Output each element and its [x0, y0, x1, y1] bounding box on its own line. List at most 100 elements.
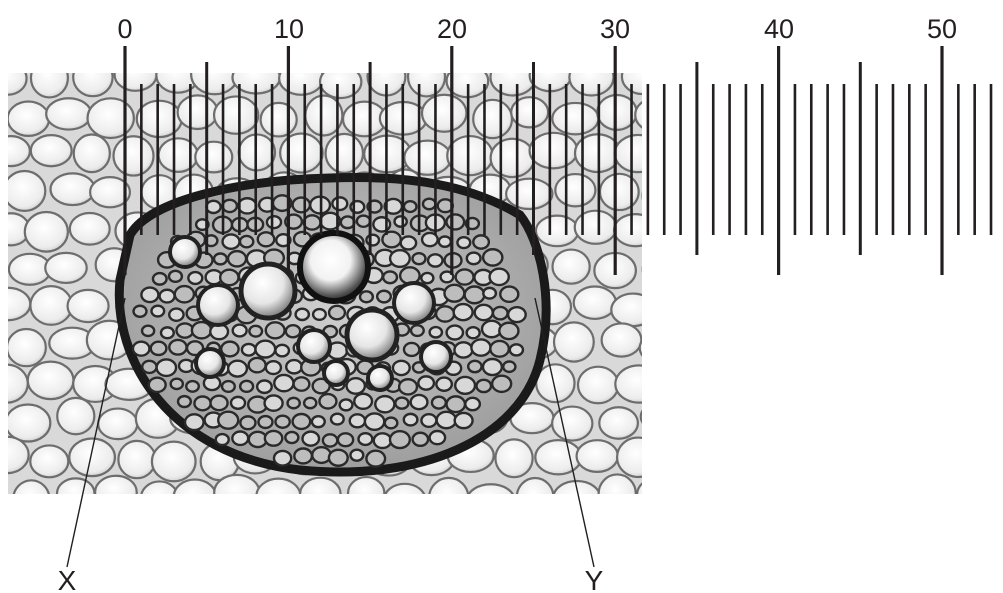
- bundle-cell: [481, 357, 504, 377]
- vascular-bundle-cells: [131, 194, 527, 468]
- bundle-cell: [321, 433, 339, 448]
- bundle-cell: [464, 396, 482, 412]
- parenchyma-cell: [615, 436, 642, 479]
- bundle-cell: [472, 234, 491, 250]
- bundle-cell: [257, 414, 274, 430]
- bundle-cell: [231, 430, 250, 447]
- parenchyma-cell: [157, 137, 199, 174]
- label-y-pointer-line: [534, 297, 595, 568]
- bundle-cell: [150, 304, 166, 318]
- parenchyma-cell: [279, 132, 324, 174]
- bundle-cell: [331, 196, 349, 212]
- parenchyma-cell: [45, 97, 93, 131]
- bundle-cell: [381, 270, 399, 285]
- parenchyma-cell: [117, 439, 157, 480]
- bundle-cell: [473, 303, 494, 322]
- parenchyma-cell: [535, 363, 576, 404]
- bundle-cell: [255, 379, 273, 395]
- bundle-cell: [217, 410, 240, 430]
- parenchyma-cell: [68, 211, 111, 246]
- bundle-cell: [445, 395, 467, 414]
- bundle-cell: [454, 268, 475, 286]
- bundle-cell: [264, 321, 286, 340]
- bundle-cell: [355, 214, 372, 228]
- parenchyma-cell: [420, 93, 468, 133]
- parenchyma-cell: [8, 327, 47, 368]
- parenchyma-cell: [576, 365, 620, 405]
- bundle-cell: [292, 376, 311, 392]
- bundle-cell: [375, 289, 393, 304]
- bundle-cell: [311, 307, 327, 322]
- parenchyma-cell: [56, 396, 96, 436]
- bundle-cell: [185, 379, 200, 393]
- bundle-cell: [439, 270, 455, 284]
- bundle-cell: [176, 394, 193, 409]
- parenchyma-cell: [255, 477, 302, 494]
- parenchyma-cell: [8, 435, 30, 475]
- parenchyma-cell: [112, 135, 155, 177]
- bundle-cell: [318, 392, 338, 410]
- bundle-cell: [238, 234, 255, 249]
- bundle-cell: [358, 290, 375, 304]
- parenchyma-cell: [568, 73, 615, 97]
- bundle-cell: [420, 412, 438, 429]
- bundle-cell: [229, 395, 247, 410]
- parenchyma-cell: [573, 209, 618, 245]
- parenchyma-cell: [505, 177, 554, 211]
- bundle-cell: [132, 304, 148, 318]
- bundle-cell: [357, 431, 374, 447]
- parenchyma-cell: [72, 133, 111, 174]
- parenchyma-cell: [68, 437, 117, 478]
- label-y: Y: [585, 565, 604, 593]
- bundle-cell: [353, 392, 374, 411]
- parenchyma-cell: [554, 172, 597, 208]
- bundle-cell: [383, 416, 399, 430]
- scale-number: 40: [764, 14, 794, 44]
- parenchyma-cell: [575, 439, 619, 473]
- parenchyma-cell: [635, 482, 642, 494]
- parenchyma-cell: [29, 285, 74, 326]
- bundle-cell: [155, 358, 178, 378]
- parenchyma-cell: [29, 73, 69, 99]
- bundle-cell: [463, 285, 486, 305]
- bundle-cell: [363, 412, 386, 432]
- bundle-cell: [302, 214, 322, 231]
- bundle-cell: [272, 449, 293, 467]
- bundle-cell: [345, 376, 367, 395]
- parenchyma-cell: [190, 73, 240, 96]
- bundle-cell: [397, 378, 419, 396]
- bundle-cell: [311, 377, 331, 395]
- parenchyma-cell: [551, 248, 591, 285]
- bundle-cell: [265, 214, 283, 230]
- label-x: X: [58, 565, 77, 593]
- bundle-cell: [475, 378, 493, 394]
- bundle-cell: [402, 412, 419, 427]
- parenchyma-cell: [489, 137, 536, 179]
- bundle-cell: [402, 341, 421, 358]
- bundle-cell: [399, 235, 418, 251]
- bundle-cell: [212, 252, 228, 266]
- parenchyma-cell: [23, 210, 69, 253]
- bundle-cell: [193, 395, 212, 412]
- parenchyma-cell: [612, 213, 642, 248]
- bundle-cell: [254, 339, 277, 359]
- parenchyma-cell: [278, 73, 325, 96]
- bundle-cell: [274, 343, 291, 358]
- bundle-cell: [218, 268, 240, 287]
- bundle-cell: [434, 305, 456, 323]
- bundle-cell: [374, 394, 396, 414]
- bundle-cell: [285, 358, 304, 375]
- bundle-cell: [499, 285, 520, 304]
- bundle-cell: [466, 359, 483, 374]
- bundle-cell: [274, 414, 291, 429]
- parenchyma-cell: [49, 172, 96, 207]
- parenchyma-cell: [534, 439, 583, 476]
- parenchyma-cell: [384, 482, 426, 494]
- bundle-cell: [302, 396, 318, 410]
- bundle-cell: [169, 377, 185, 391]
- parenchyma-cell: [299, 476, 342, 494]
- parenchyma-cell: [259, 101, 298, 138]
- parenchyma-cell: [467, 483, 514, 494]
- bundle-cell: [159, 326, 175, 340]
- bundle-cell: [421, 197, 437, 211]
